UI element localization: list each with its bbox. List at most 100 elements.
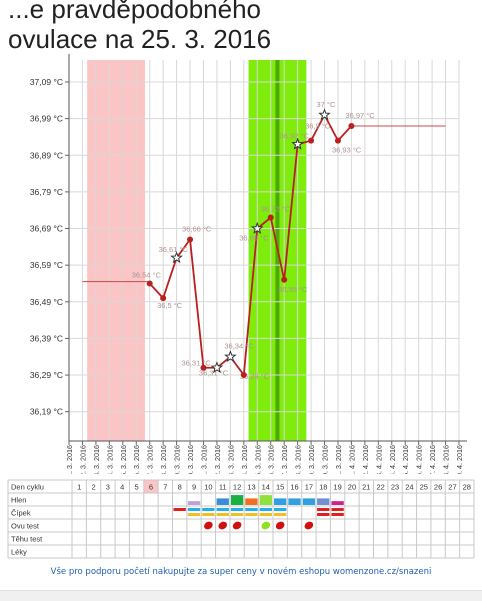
page-title: ...e pravděpodobného ovulace na 25. 3. 2… <box>8 0 271 54</box>
hlen-bar <box>274 498 287 505</box>
day-number: 6 <box>149 483 153 492</box>
data-label: 36,92 °C <box>280 131 310 140</box>
cipek-mark <box>187 508 201 511</box>
hlen-bar <box>331 501 344 505</box>
data-point <box>187 236 194 243</box>
cipek-mark <box>173 508 186 511</box>
data-label: 36,5 °C <box>157 301 183 310</box>
day-number: 13 <box>247 483 255 492</box>
data-point-star <box>291 137 304 150</box>
x-tick-label: 27. 3. 2016 <box>280 445 289 474</box>
day-number: 16 <box>290 483 298 492</box>
data-point <box>146 280 153 287</box>
chart-band-0 <box>87 60 145 441</box>
y-tick-label: 36,69 °C <box>30 224 63 234</box>
cipek-mark <box>245 508 258 511</box>
x-tick-label: 9. 4. 2016 <box>455 445 464 474</box>
day-number: 9 <box>192 483 196 492</box>
day-number: 25 <box>420 483 428 492</box>
data-point-star <box>224 350 237 363</box>
highlight-day-cell <box>143 480 159 493</box>
day-number: 4 <box>120 483 124 492</box>
day-number: 22 <box>377 483 385 492</box>
hlen-bar <box>187 501 201 505</box>
footer-band <box>0 590 482 601</box>
y-tick-label: 36,79 °C <box>30 187 63 197</box>
x-tick-label: 30. 3. 2016 <box>321 445 330 474</box>
row-label: Den cyklu <box>11 483 44 492</box>
cipek-mark <box>317 508 330 511</box>
day-number: 26 <box>434 483 442 492</box>
hlen-bar <box>245 498 258 505</box>
data-label: 36,54 °C <box>132 270 162 279</box>
hlen-bar <box>230 495 244 505</box>
data-label: 36,55 °C <box>278 285 308 294</box>
day-number: 24 <box>405 483 413 492</box>
data-point-star <box>170 251 183 264</box>
ovu-test-mark <box>275 521 285 530</box>
day-number: 27 <box>448 483 456 492</box>
hlen-bar <box>259 495 272 505</box>
data-label: 36,61 °C <box>159 245 189 254</box>
cipek-mark <box>274 513 287 516</box>
cipek-mark <box>202 513 215 516</box>
x-tick-label: 8. 4. 2016 <box>442 445 451 474</box>
cipek-mark <box>187 513 201 516</box>
data-point-star <box>250 221 264 234</box>
x-tick-label: 11. 3. 2016 <box>65 445 74 474</box>
day-number: 20 <box>348 483 356 492</box>
y-tick-label: 37,09 °C <box>30 77 63 87</box>
day-number: 1 <box>77 483 81 492</box>
x-tick-label: 28. 3. 2016 <box>294 445 303 474</box>
x-tick-label: 2. 4. 2016 <box>361 445 370 474</box>
data-label: 36,66 °C <box>182 225 212 234</box>
temperature-chart: 37,09 °C 36,99 °C 36,89 °C 36,79 °C 36,69 °C… <box>30 54 467 474</box>
x-tick-label: 16. 3. 2016 <box>132 445 141 474</box>
cipek-mark <box>331 508 344 511</box>
x-tick-label: 23. 3. 2016 <box>226 445 235 474</box>
x-tick-label: 17. 3. 2016 <box>146 445 155 474</box>
day-number: 12 <box>233 483 241 492</box>
x-tick-label: 29. 3. 2016 <box>307 445 316 474</box>
ovu-test-mark <box>304 521 314 530</box>
y-tick-label: 36,49 °C <box>30 297 63 307</box>
y-tick-label: 36,89 °C <box>30 150 63 160</box>
x-tick-label: 14. 3. 2016 <box>105 445 114 474</box>
hlen-bar <box>317 498 330 505</box>
y-tick-label: 36,29 °C <box>30 370 63 380</box>
data-label: 36,29 °C <box>240 372 270 381</box>
x-tick-label: 12. 3. 2016 <box>78 445 87 474</box>
day-number: 10 <box>204 483 212 492</box>
title-line-1: ...e pravděpodobného <box>8 0 261 24</box>
temperature-line <box>149 113 353 378</box>
data-point <box>348 122 355 129</box>
promo-link[interactable]: Vše pro podporu početí nakupujte za supe… <box>50 567 432 577</box>
cipek-mark <box>274 508 287 511</box>
data-point <box>160 295 167 302</box>
day-number: 28 <box>463 483 471 492</box>
title-line-2: ovulace na 25. 3. 2016 <box>8 24 272 54</box>
x-tick-label: 7. 4. 2016 <box>428 445 437 474</box>
cipek-mark <box>216 513 229 516</box>
ovu-test-mark <box>232 521 242 530</box>
y-tick-label: 36,39 °C <box>30 333 63 343</box>
y-tick-label: 36,59 °C <box>30 260 63 270</box>
hlen-bar <box>302 498 316 505</box>
row-label: Ovu test <box>11 522 40 531</box>
cipek-mark <box>331 513 344 516</box>
x-tick-label: 1. 4. 2016 <box>347 445 356 474</box>
row-label: Čípek <box>11 509 31 518</box>
data-point-star <box>318 108 331 121</box>
data-point-star <box>210 361 224 374</box>
x-tick-label: 26. 3. 2016 <box>267 445 276 474</box>
day-number: 21 <box>362 483 370 492</box>
y-tick-label: 36,19 °C <box>30 407 63 417</box>
data-label: 36,93 °C <box>332 146 362 155</box>
hlen-bar <box>288 498 301 505</box>
x-tick-label: 21. 3. 2016 <box>199 445 208 474</box>
y-tick-label: 36,99 °C <box>30 114 63 124</box>
row-label: Těhu test <box>11 535 43 544</box>
data-label: 36,34 °C <box>224 342 254 351</box>
cipek-mark <box>259 513 272 516</box>
day-number: 2 <box>91 483 95 492</box>
